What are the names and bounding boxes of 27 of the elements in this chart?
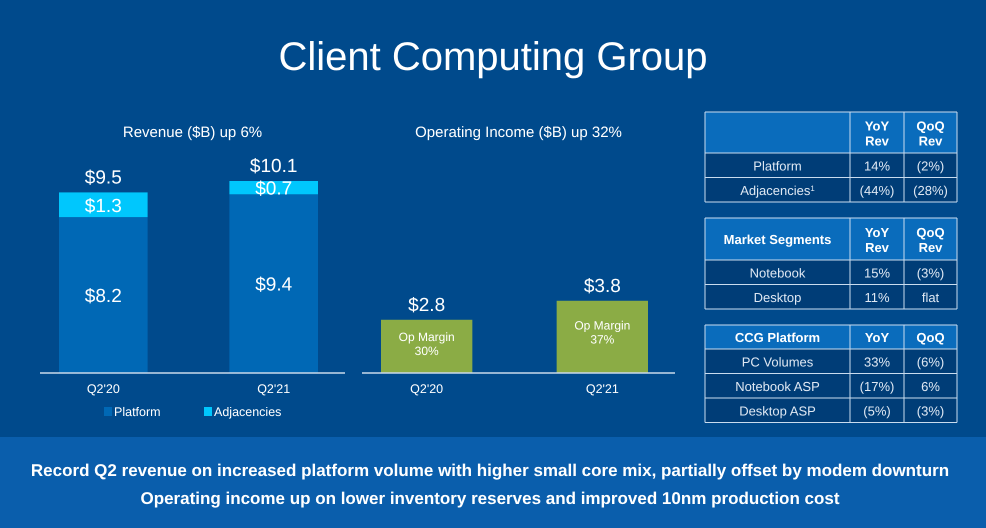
bar bbox=[229, 194, 318, 373]
data-label: $2.8 bbox=[408, 294, 446, 316]
text: Client Computing Group bbox=[278, 35, 708, 79]
x-tick-label: Q2'21 bbox=[257, 382, 290, 396]
total-label: $10.1 bbox=[250, 156, 298, 177]
data-label: $3.8 bbox=[584, 276, 621, 297]
text: Operating income up on lower inventory reserves and improved 10nm production cost bbox=[140, 489, 840, 508]
legend-label: Platform bbox=[114, 405, 161, 419]
legend-label: Adjacencies bbox=[214, 405, 282, 419]
chart-title: Operating Income ($B) up 32% bbox=[415, 124, 622, 141]
data-label: $9.4 bbox=[255, 274, 293, 296]
data-label: $8.2 bbox=[84, 286, 122, 308]
bar bbox=[59, 217, 148, 373]
annotation: Op Margin 30% bbox=[398, 330, 455, 358]
annotation: Op Margin 37% bbox=[574, 318, 630, 347]
table: Market Segments YoY Rev QoQ Rev Notebook 15% (3%) Desktop 11% flat bbox=[704, 218, 958, 310]
x-tick-label: Q2'21 bbox=[586, 382, 619, 396]
table: YoY Rev QoQ Rev Platform 14% (2%) Adjacencies$^{1}$ (44%) (28%) bbox=[704, 112, 958, 202]
x-tick-label: Q2'20 bbox=[86, 382, 120, 396]
bar bbox=[59, 192, 148, 218]
x-tick-label: Q2'20 bbox=[410, 382, 444, 396]
data-label: $0.7 bbox=[255, 178, 292, 200]
data-label: $1.3 bbox=[84, 196, 122, 217]
text: Record Q2 revenue on increased platform volume with higher small core mix, partially offset by modem downturn bbox=[30, 461, 950, 480]
table: CCG Platform YoY QoQ PC Volumes 33% (6%) Notebook ASP (17%) 6% Desktop ASP (5%) (3%) bbox=[704, 324, 958, 423]
total-label: $9.5 bbox=[84, 167, 122, 188]
chart-subtitle: Revenue ($B) up 6% bbox=[122, 124, 262, 141]
